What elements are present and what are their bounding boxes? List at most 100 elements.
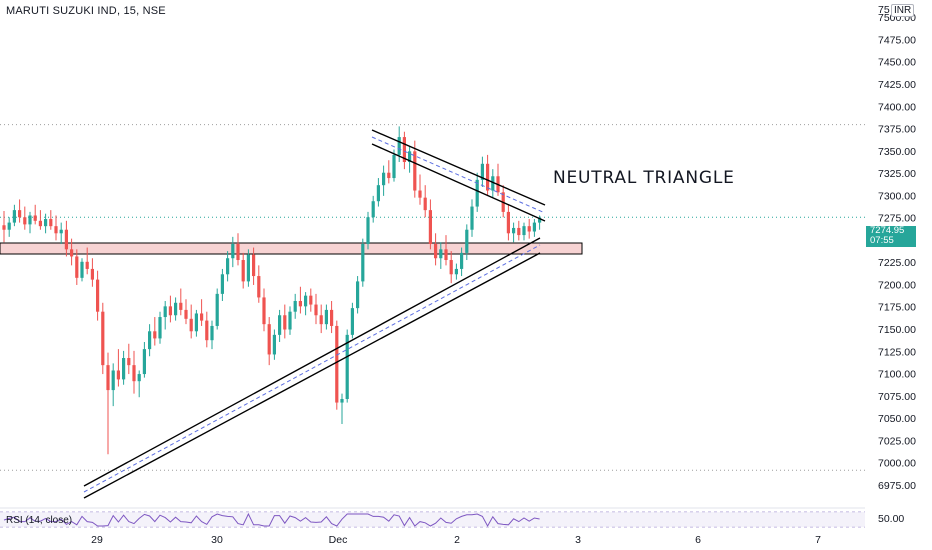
candle-body [111,370,115,391]
price-tick-label: 7475.00 [878,34,916,46]
candle-body [257,276,261,298]
candle-body [413,151,417,191]
candle [309,288,313,312]
candle-body [2,225,6,230]
candle-body [397,137,401,155]
candle-body [23,217,27,225]
candle-body [298,301,302,307]
candle [298,286,302,314]
candle-body [460,252,464,269]
candle-body [85,261,89,269]
candle [59,222,63,244]
candle [262,288,266,332]
candle [371,195,375,223]
candle-body [137,374,141,382]
rsi-legend[interactable]: RSI (14, close) [6,515,73,526]
candle-body [340,399,344,403]
candle [220,268,224,301]
price-tick-label: 7175.00 [878,302,916,314]
candle [428,199,432,250]
pattern-annotation: NEUTRAL TRIANGLE [553,168,735,188]
candle [278,309,282,342]
currency-badge[interactable]: INR [891,4,915,17]
candle [194,309,198,337]
candle-body [153,331,157,339]
candle-body [480,163,484,180]
rsi-axis-value: 50.00 [878,513,905,525]
candle-body [387,172,391,179]
candle [132,350,136,394]
candle-body [356,281,360,309]
candle [257,265,261,303]
rsi-pane [0,511,865,528]
candle [101,302,105,375]
candle-body [376,185,380,202]
lower-channel-dashed [83,244,541,493]
candle [319,304,323,334]
price-tick-label: 7050.00 [878,413,916,425]
candle [226,251,230,282]
candle [272,329,276,360]
candle-body [283,315,287,330]
candle [434,233,438,266]
candle [423,185,427,218]
candle [392,149,396,182]
grid-layer [0,124,865,471]
candle-body [226,258,230,275]
candle-body [174,302,178,316]
price-tick-label: 7150.00 [878,324,916,336]
candle [470,199,474,237]
candle-body [7,222,11,230]
candle [111,363,115,407]
candle-body [215,293,219,326]
candle [44,213,48,234]
candle [33,204,37,225]
candle [18,199,22,223]
candle [330,301,334,334]
candle-body [122,358,126,380]
candle [80,258,84,282]
upper-channel-dashed [371,136,546,214]
candle [168,295,172,323]
candle-body [231,243,235,259]
candle [236,233,240,266]
time-tick-label: 6 [695,534,701,546]
candle [439,242,443,269]
candle-body [304,295,308,307]
candle [454,263,458,280]
time-tick-label: 30 [211,534,223,546]
candle-body [278,315,282,335]
candle-body [470,206,474,230]
candle-body [44,219,48,227]
candle [366,211,370,250]
candle-body [314,304,318,316]
candle-body [12,210,16,223]
candle-body [106,365,110,391]
triangle-pattern [83,129,546,499]
bar-countdown: 07:55 [870,235,894,246]
price-tick-label: 7325.00 [878,168,916,180]
candle [7,217,11,237]
time-tick-label: 3 [575,534,581,546]
candle [153,317,157,346]
candle [506,204,510,241]
candle-body [309,295,313,305]
price-tick-label: 7100.00 [878,369,916,381]
candle-body [252,254,256,277]
candle [231,236,235,268]
candle [54,215,58,241]
symbol-title[interactable]: MARUTI SUZUKI IND, 15, NSE [6,5,166,17]
candle-body [522,226,526,236]
candle [376,178,380,207]
candle-body [18,210,22,218]
price-tick-label: 7350.00 [878,146,916,158]
candle-body [142,349,146,375]
candle-body [38,220,42,227]
candle [158,311,162,344]
candle-body [423,197,427,211]
candle-body [350,308,354,335]
candle-body [163,306,167,318]
candle-body [200,313,204,321]
candle-body [49,219,53,227]
